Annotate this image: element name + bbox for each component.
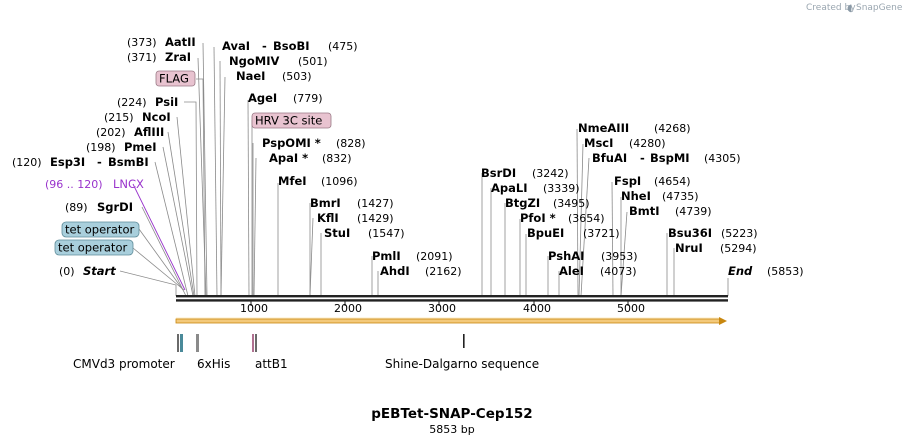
site-agei: AgeI (779) bbox=[248, 91, 323, 105]
feature-tet-operator-1: tet operator bbox=[61, 221, 140, 238]
feature-labels-top: FLAG HRV 3C site (96 .. 120) LNCX tet ope… bbox=[45, 70, 332, 256]
site-aatii: (373) AatII bbox=[127, 35, 196, 49]
svg-text:tet operator: tet operator bbox=[65, 223, 134, 237]
site-avai: AvaI - BsoBI (475) bbox=[222, 39, 358, 53]
credit-prefix: Created by bbox=[806, 3, 856, 13]
svg-text:tet operator: tet operator bbox=[58, 241, 127, 255]
site-bmti: BmtI (4739) bbox=[629, 204, 712, 218]
feature-lncx: (96 .. 120) LNCX bbox=[45, 177, 144, 191]
feature-shine-dalgarno: Shine-Dalgarno sequence bbox=[385, 357, 539, 371]
site-fspi: FspI (4654) bbox=[614, 174, 691, 188]
end-label: End (5853) bbox=[728, 264, 804, 278]
site-nmeaiii: NmeAIII (4268) bbox=[578, 121, 691, 135]
start-label: (0) Start bbox=[59, 264, 116, 278]
feature-cmvd3-promoter: CMVd3 promoter bbox=[73, 357, 175, 371]
site-pmei: (198) PmeI bbox=[86, 140, 157, 154]
site-pspomi: PspOMI * (828) bbox=[262, 136, 366, 150]
snapgene-logo-icon: ◖ bbox=[847, 3, 852, 14]
tick-label: 3000 bbox=[428, 302, 456, 315]
svg-text:FLAG: FLAG bbox=[159, 72, 189, 86]
tick-marks: 1000 2000 3000 4000 5000 bbox=[240, 301, 645, 315]
site-sgrdi: (89) SgrDI bbox=[65, 200, 133, 214]
site-bsrdi: BsrDI (3242) bbox=[481, 166, 569, 180]
map-title-block: pEBTet-SNAP-Cep152 5853 bp bbox=[371, 406, 532, 436]
site-bpuei: BpuEI (3721) bbox=[527, 226, 620, 240]
map-size: 5853 bp bbox=[429, 423, 474, 436]
feature-hrv-3c-site: HRV 3C site bbox=[251, 112, 332, 129]
leader-lines bbox=[119, 42, 729, 297]
tick-label: 4000 bbox=[523, 302, 551, 315]
site-apali: ApaLI (3339) bbox=[491, 181, 580, 195]
tick-label: 1000 bbox=[240, 302, 268, 315]
map-title: pEBTet-SNAP-Cep152 bbox=[371, 406, 532, 422]
feature-attb1: attB1 bbox=[255, 357, 288, 371]
terminal-labels: (0) Start End (5853) bbox=[59, 264, 804, 278]
site-mfei: MfeI (1096) bbox=[278, 174, 358, 188]
bottom-feature-glyphs bbox=[177, 334, 465, 352]
site-ngomiv: NgoMIV (501) bbox=[229, 54, 328, 68]
site-afliii: (202) AflIII bbox=[96, 125, 164, 139]
site-bfuai: BfuAI - BspMI (4305) bbox=[592, 151, 741, 165]
site-nrui: NruI (5294) bbox=[675, 241, 757, 255]
svg-text:HRV 3C site: HRV 3C site bbox=[255, 114, 322, 128]
site-apai: ApaI * (832) bbox=[269, 151, 352, 165]
site-pmli: PmlI (2091) bbox=[372, 249, 453, 263]
right-site-labels: AvaI - BsoBI (475) NgoMIV (501) NaeI (503) Ag… bbox=[222, 39, 758, 278]
site-bmri: BmrI (1427) bbox=[310, 196, 394, 210]
site-ncoi: (215) NcoI bbox=[104, 110, 171, 124]
feature-flag: FLAG bbox=[155, 70, 196, 87]
tick-label: 2000 bbox=[334, 302, 362, 315]
sequence-backbone bbox=[176, 295, 728, 302]
site-kfli: KflI (1429) bbox=[317, 211, 394, 225]
site-psii: (224) PsiI bbox=[117, 95, 178, 109]
feature-6xhis: 6xHis bbox=[197, 357, 230, 371]
site-msci: MscI (4280) bbox=[584, 136, 666, 150]
tick-label: 5000 bbox=[617, 302, 645, 315]
site-nhei: NheI (4735) bbox=[621, 189, 699, 203]
site-ahdi: AhdI (2162) bbox=[380, 264, 462, 278]
left-site-labels: (373) AatII (371) ZraI (224) PsiI (215) NcoI… bbox=[12, 35, 196, 214]
site-naei: NaeI (503) bbox=[236, 69, 312, 83]
svg-text:(96 .. 120)LNCX: (96 .. 120) LNCX bbox=[45, 177, 144, 191]
snapgene-credit: Created by ◖ SnapGene bbox=[806, 3, 903, 14]
site-esp3i: (120) Esp3I - BsmBI bbox=[12, 155, 149, 169]
site-pfoi: PfoI * (3654) bbox=[520, 211, 605, 225]
site-btgzi: BtgZI (3495) bbox=[505, 196, 590, 210]
orf-arrow bbox=[175, 317, 727, 325]
credit-brand: SnapGene bbox=[856, 3, 903, 13]
site-bsu36i: Bsu36I (5223) bbox=[668, 226, 758, 240]
site-stui: StuI (1547) bbox=[324, 226, 405, 240]
site-zrai: (371) ZraI bbox=[127, 50, 191, 64]
site-alei: AleI (4073) bbox=[559, 264, 637, 278]
site-pshai: PshAI (3953) bbox=[548, 249, 638, 263]
feature-tet-operator-2: tet operator bbox=[54, 239, 134, 256]
feature-labels-bottom: CMVd3 promoter 6xHis attB1 Shine-Dalgarn… bbox=[73, 357, 539, 371]
